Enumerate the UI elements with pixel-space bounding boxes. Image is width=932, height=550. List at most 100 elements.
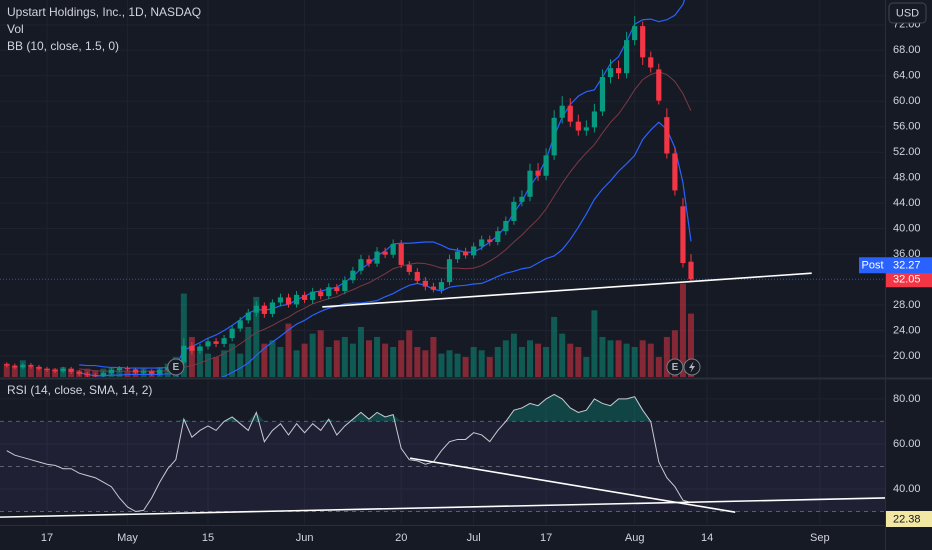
volume-bar [671, 330, 678, 377]
x-tick-label: 15 [202, 532, 214, 544]
x-tick-label: Jun [296, 532, 314, 544]
candle-body [36, 366, 42, 369]
candle-body [108, 369, 115, 374]
candle-body [471, 246, 477, 256]
candle-body [76, 371, 82, 374]
candle-body [20, 364, 26, 368]
candle-body [293, 294, 300, 305]
y-tick-label: 36.00 [893, 248, 921, 260]
volume-bar [559, 333, 566, 377]
volume-bar [527, 340, 534, 377]
volume-bar [518, 346, 525, 377]
y-tick-label: 40.00 [893, 223, 921, 235]
volume-bar [349, 343, 356, 377]
volume-bar [623, 343, 630, 377]
volume-bar [494, 346, 501, 377]
volume-bar [27, 366, 34, 377]
volume-bar [575, 346, 582, 377]
y-tick-label: 28.00 [893, 299, 921, 311]
currency-button-frame[interactable] [888, 2, 927, 24]
post-price-name-box [859, 257, 886, 274]
earnings-label: E [172, 362, 179, 373]
candle-body [648, 57, 654, 68]
volume-bar [639, 340, 646, 377]
volume-bar [309, 333, 316, 377]
candle-body [680, 206, 686, 264]
volume-bar [317, 330, 324, 377]
volume-bar [3, 363, 10, 377]
candle-body [213, 341, 219, 344]
volume-bar [382, 343, 389, 377]
candle-body [358, 259, 364, 271]
volume-bar [535, 343, 542, 377]
volume-bar [551, 316, 558, 377]
candle-body [318, 291, 324, 297]
volume-bar [357, 326, 364, 377]
currency-button[interactable]: USD [888, 2, 927, 24]
rsi-tick-label: 60.00 [893, 438, 921, 450]
volume-bar [647, 343, 654, 377]
volume-bar [446, 350, 453, 377]
candle-body [68, 368, 74, 372]
candle-body [44, 368, 50, 370]
candle-body [688, 261, 694, 280]
volume-bar [390, 346, 397, 377]
candle-body [463, 251, 469, 256]
rsi-tick-label: 80.00 [893, 393, 921, 405]
volume-legend: Vol [7, 22, 24, 36]
x-tick-label: 14 [701, 532, 713, 544]
x-tick-label: 20 [395, 532, 407, 544]
candle-body [92, 375, 98, 377]
candle-body [583, 127, 589, 131]
legend: Upstart Holdings, Inc., 1D, NASDAQ Vol B… [7, 5, 201, 397]
earnings-badge [666, 358, 684, 376]
volume-bar [180, 293, 187, 377]
volume-bar [599, 336, 606, 377]
candle-body [285, 297, 292, 305]
volume-bar [116, 368, 123, 377]
candle-body [640, 26, 646, 58]
volume-bar [277, 346, 284, 377]
candle-body [615, 68, 622, 74]
volume-bar [398, 340, 405, 377]
candle-body [197, 346, 203, 351]
candle-body [124, 368, 131, 370]
candle-body [374, 251, 380, 264]
candle-body [12, 365, 18, 368]
volume-bar [422, 350, 429, 377]
y-tick-label: 52.00 [893, 146, 921, 158]
last-price-label: 32.05 [893, 274, 921, 286]
candle-body [221, 338, 227, 344]
volume-bar [631, 346, 638, 377]
candle-body [132, 369, 139, 373]
rsi-pane [0, 393, 885, 518]
candle-body [479, 239, 485, 247]
candle-body [237, 320, 243, 329]
candle-body [116, 368, 123, 370]
volume-bar [341, 336, 348, 377]
candle-body [4, 364, 10, 366]
candle-body [446, 259, 453, 283]
volume-bar [486, 356, 493, 377]
x-tick-label: Sep [810, 532, 830, 544]
rsi-legend: RSI (14, close, SMA, 14, 2) [7, 383, 152, 397]
volume-bar [510, 333, 517, 377]
y-tick-label: 24.00 [893, 324, 921, 336]
candle-body [599, 77, 606, 112]
candle-body [535, 170, 541, 176]
candle-body [366, 259, 372, 264]
candle-body [656, 69, 662, 101]
bollinger-legend: BB (10, close, 1.5, 0) [7, 39, 119, 53]
candle-body [310, 291, 316, 300]
volume-bar [679, 283, 686, 377]
volume-bar [430, 336, 437, 377]
x-tick-label: May [117, 532, 138, 544]
volume-bar [583, 356, 590, 377]
volume-bar [615, 340, 622, 377]
volume-bar [196, 346, 203, 377]
volume-bar [462, 356, 469, 377]
candle-body [575, 121, 581, 131]
candle-body [205, 341, 211, 347]
currency-label[interactable]: USD [896, 7, 919, 19]
candle-body [382, 251, 388, 255]
